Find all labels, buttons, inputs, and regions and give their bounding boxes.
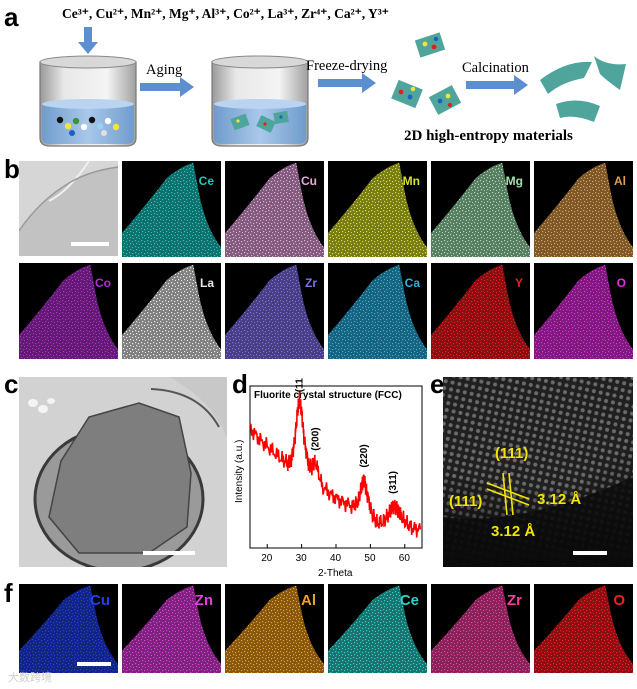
eds-map-label: La [199, 276, 214, 290]
peak-label: (200) [310, 427, 321, 450]
tem-image-b [19, 161, 118, 256]
x-tick-label: 50 [364, 553, 376, 564]
eds-map-mg: Mg [431, 161, 530, 257]
plane-label-2: (111) [449, 493, 483, 510]
y-axis-label: Intensity (a.u.) [234, 440, 245, 503]
peak-label: (220) [359, 444, 370, 467]
2d-sheets [540, 56, 626, 122]
d-spacing-label-1: 3.12 Å [537, 491, 582, 508]
tem-image-c [19, 377, 227, 567]
eds-map-label: Cu [90, 592, 110, 609]
beaker-2 [211, 55, 309, 147]
eds-map-f-al: Al [225, 584, 324, 673]
eds-map-zr: Zr [225, 263, 324, 359]
eds-map-f-ce: Ce [328, 584, 427, 673]
hrtem-image-e: (111) (111) 3.12 Å 3.12 Å [443, 377, 633, 567]
plot-frame [249, 385, 423, 549]
eds-map-mn: Mn [328, 161, 427, 257]
panel-label-f: f [4, 578, 13, 608]
eds-map-label: Ce [399, 592, 419, 609]
x-tick-label: 60 [399, 553, 411, 564]
eds-map-label: Cu [301, 174, 317, 188]
panel-label-e: e [430, 369, 445, 399]
eds-map-label: Ca [404, 276, 420, 290]
eds-map-label: Mg [505, 174, 523, 188]
step-freeze-drying: Freeze-drying [306, 58, 388, 74]
xrd-series-line [249, 391, 422, 538]
panel-label-c: c [4, 369, 19, 399]
panel-label-a: a [4, 2, 19, 32]
peak-label: (311) [388, 471, 399, 494]
x-tick-label: 20 [261, 553, 273, 564]
input-arrow [78, 27, 98, 54]
eds-map-label: Co [95, 276, 111, 290]
eds-map-label: Zn [194, 592, 213, 609]
eds-map-al: Al [534, 161, 633, 257]
watermark: 大数跨境 [8, 672, 52, 684]
eds-map-ca: Ca [328, 263, 427, 359]
x-tick-label: 30 [296, 553, 308, 564]
step-calcination: Calcination [462, 60, 529, 76]
eds-map-label: Mn [402, 174, 420, 188]
chart-title: Fluorite crystal structure (FCC) [254, 390, 402, 401]
synthesis-schematic [39, 27, 626, 147]
plane-label-1: (111) [495, 445, 529, 462]
eds-map-o: O [534, 263, 633, 359]
eds-map-label: Al [301, 592, 316, 609]
scale-bar [77, 662, 111, 666]
eds-map-co: Co [19, 263, 118, 359]
eds-map-label: O [616, 276, 626, 290]
eds-map-label: Al [614, 174, 626, 188]
panel-label-b: b [4, 154, 20, 184]
eds-map-cu: Cu [225, 161, 324, 257]
eds-map-la: La [122, 263, 221, 359]
result-label: 2D high-entropy materials [404, 128, 573, 144]
eds-map-label: O [613, 592, 625, 609]
step-aging: Aging [146, 62, 183, 78]
arrow-aging [140, 77, 194, 97]
d-spacing-label-2: 3.12 Å [491, 523, 536, 540]
x-axis-label: 2-Theta [318, 568, 353, 578]
panel-label-d: d [232, 369, 248, 399]
eds-map-ce: Ce [122, 161, 221, 257]
xrd-chart: Fluorite crystal structure (FCC) Intensi… [234, 378, 423, 578]
eds-map-label: Zr [507, 592, 522, 609]
eds-map-f-o: O [534, 584, 633, 673]
x-tick-label: 40 [330, 553, 342, 564]
eds-map-f-cu: Cu [19, 584, 118, 673]
metal-ions-list: Ce³⁺, Cu²⁺, Mn²⁺, Mg⁺, Al³⁺, Co²⁺, La³⁺,… [62, 6, 389, 21]
eds-map-y: Y [431, 263, 530, 359]
peak-label: (111) [295, 378, 306, 392]
arrow-freeze-drying [318, 73, 376, 93]
beaker-1 [39, 55, 137, 147]
eds-map-label: Y [514, 276, 523, 290]
eds-map-label: Ce [198, 174, 214, 188]
eds-map-label: Zr [305, 276, 317, 290]
arrow-calcination [466, 75, 528, 95]
eds-map-f-zn: Zn [122, 584, 221, 673]
eds-map-f-zr: Zr [431, 584, 530, 673]
dried-flakes [391, 32, 462, 115]
